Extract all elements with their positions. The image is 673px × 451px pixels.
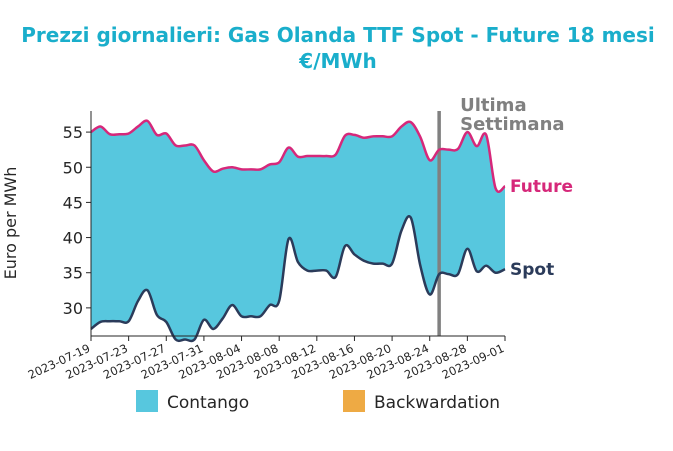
vline-label-line1: Ultima xyxy=(460,95,526,116)
fill-areas xyxy=(91,120,505,341)
legend-swatch-contango xyxy=(136,390,158,412)
chart-title: Prezzi giornalieri: Gas Olanda TTF Spot … xyxy=(21,23,654,47)
legend-label-backwardation: Backwardation xyxy=(374,393,500,413)
y-tick-label: 50 xyxy=(63,158,83,177)
chart-subtitle: €/MWh xyxy=(298,49,376,73)
y-tick-label: 55 xyxy=(63,123,83,142)
series-lines: Future Spot xyxy=(90,119,573,343)
legend-swatch-backwardation xyxy=(343,390,365,412)
y-tick-label: 30 xyxy=(63,299,83,318)
series-label-future: Future xyxy=(510,177,573,197)
legend: Contango Backwardation xyxy=(136,390,500,413)
y-axis-label: Euro per MWh xyxy=(1,167,20,280)
future-line xyxy=(90,119,506,193)
spot-line xyxy=(90,215,506,343)
y-tick-label: 40 xyxy=(63,229,83,248)
y-tick-label: 45 xyxy=(63,193,83,212)
axes: 3035404550552023-07-192023-07-232023-07-… xyxy=(26,111,506,382)
contango-fill xyxy=(91,120,505,341)
vline-label-line2: Settimana xyxy=(460,114,564,135)
series-label-spot: Spot xyxy=(510,260,554,280)
legend-label-contango: Contango xyxy=(167,393,249,413)
y-tick-label: 35 xyxy=(63,264,83,283)
